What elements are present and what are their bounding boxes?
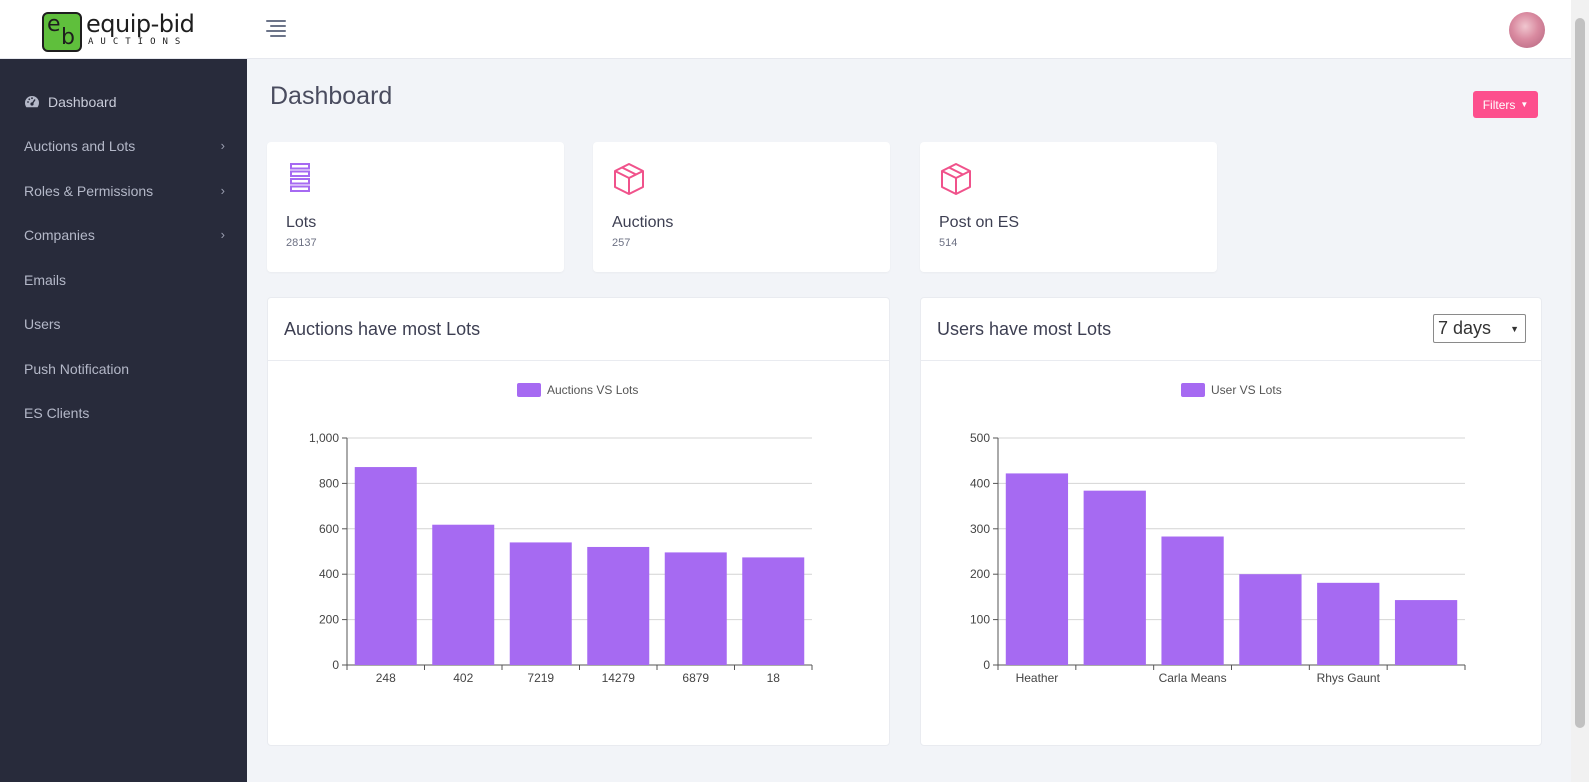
x-tick-label: 402 [453,671,473,685]
x-tick-label: 18 [767,671,781,685]
box-icon [941,163,971,195]
y-tick-label: 200 [970,567,990,581]
x-tick-label: Carla Means [1159,671,1227,685]
y-tick-label: 200 [319,613,339,627]
y-tick-label: 600 [319,522,339,536]
bar[interactable] [1005,473,1069,665]
users-bar-chart: User VS Lots 0 100 200 300 400 500 Heather Carla… [970,383,1466,685]
y-tick-label: 300 [970,522,990,536]
sidebar-item-label: Roles & Permissions [24,183,154,199]
sidebar: Dashboard Auctions and Lots › Roles & Pe… [0,59,247,782]
sidebar-item-dashboard[interactable]: Dashboard [0,82,247,122]
stat-card-lots: Lots 28137 [267,142,564,272]
y-tick-label: 1,000 [309,431,339,445]
sidebar-item-users[interactable]: Users [0,304,247,344]
sidebar-item-label: Dashboard [48,94,117,110]
y-tick-label: 800 [319,476,339,490]
bar[interactable] [664,552,727,665]
x-tick-label: Heather [1016,671,1059,685]
bar[interactable] [1239,574,1302,665]
x-tick-label: 6879 [682,671,709,685]
y-tick-label: 0 [983,658,990,672]
bar[interactable] [1317,582,1380,665]
bar[interactable] [1394,600,1458,665]
stat-value: 257 [612,237,631,249]
stack-icon [290,163,310,192]
caret-down-icon: ▼ [1510,324,1519,334]
dashboard-icon [25,96,39,108]
y-tick-label: 100 [970,613,990,627]
brand-logo[interactable]: e b equip-bid AUCTIONS [42,10,195,52]
chevron-right-icon: › [220,227,225,242]
stat-value: 514 [939,237,958,249]
range-select-value: 7 days [1438,318,1492,338]
sidebar-item-roles-permissions[interactable]: Roles & Permissions › [0,171,247,211]
stat-label: Lots [286,214,317,231]
legend-label[interactable]: Auctions VS Lots [547,383,638,397]
page-scrollbar[interactable] [1571,0,1589,782]
bar[interactable] [1083,490,1146,665]
legend-swatch[interactable] [517,383,541,397]
menu-toggle-icon[interactable] [266,20,286,38]
chevron-right-icon: › [220,183,225,198]
stat-label: Auctions [612,214,674,231]
filters-label: Filters [1482,97,1516,112]
stat-label: Post on ES [939,214,1020,231]
sidebar-item-es-clients[interactable]: ES Clients [0,393,247,433]
sidebar-item-emails[interactable]: Emails [0,260,247,300]
top-bar: e b equip-bid AUCTIONS [0,0,1571,59]
page-title: Dashboard [270,82,393,110]
sidebar-item-label: Companies [24,227,95,243]
legend-swatch[interactable] [1181,383,1205,397]
x-tick-label: 248 [376,671,396,685]
stat-card-post-on-es: Post on ES 514 [920,142,1217,272]
bar[interactable] [432,524,495,665]
caret-down-icon: ▼ [1520,100,1529,109]
sidebar-item-label: ES Clients [24,405,90,421]
x-tick-label: Rhys Gaunt [1317,671,1381,685]
sidebar-item-label: Users [24,316,61,332]
filters-button[interactable]: Filters ▼ [1473,91,1538,118]
bar[interactable] [509,542,572,665]
sidebar-item-label: Emails [24,272,67,288]
chart-header: Auctions have most Lots [268,298,889,361]
y-tick-label: 0 [332,658,339,672]
legend-label[interactable]: User VS Lots [1211,383,1282,397]
chart-title: Users have most Lots [937,319,1112,339]
chevron-right-icon: › [220,138,225,153]
y-tick-label: 400 [970,476,990,490]
bar[interactable] [742,557,805,665]
logo-subtitle: AUCTIONS [88,37,188,47]
bar[interactable] [587,546,650,665]
bar[interactable] [1161,536,1224,665]
chart-card-users: Users have most Lots 7 days ▼ User VS Lo… [920,297,1542,746]
scrollbar-thumb[interactable] [1575,18,1585,728]
stat-value: 28137 [286,237,317,249]
range-select[interactable]: 7 days ▼ [1433,314,1526,343]
y-tick-label: 500 [970,431,990,445]
chart-title: Auctions have most Lots [284,319,481,339]
sidebar-item-push-notification[interactable]: Push Notification [0,349,247,389]
sidebar-item-label: Push Notification [24,361,130,377]
bar[interactable] [354,467,417,665]
avatar[interactable] [1509,12,1545,48]
box-icon [614,163,644,195]
y-tick-label: 400 [319,567,339,581]
logo-wordmark: equip-bid [86,10,195,38]
sidebar-item-label: Auctions and Lots [24,138,136,154]
auctions-bar-chart: Auctions VS Lots 0 200 400 600 800 1,000 248 402… [309,383,813,685]
sidebar-item-auctions-and-lots[interactable]: Auctions and Lots › [0,126,247,166]
chart-header: Users have most Lots 7 days ▼ [921,298,1541,361]
sidebar-item-companies[interactable]: Companies › [0,215,247,255]
x-tick-label: 7219 [527,671,554,685]
stat-card-auctions: Auctions 257 [593,142,890,272]
chart-card-auctions: Auctions have most Lots Auctions VS Lots… [267,297,890,746]
x-tick-label: 14279 [602,671,636,685]
logo-mark: e b [42,12,82,52]
